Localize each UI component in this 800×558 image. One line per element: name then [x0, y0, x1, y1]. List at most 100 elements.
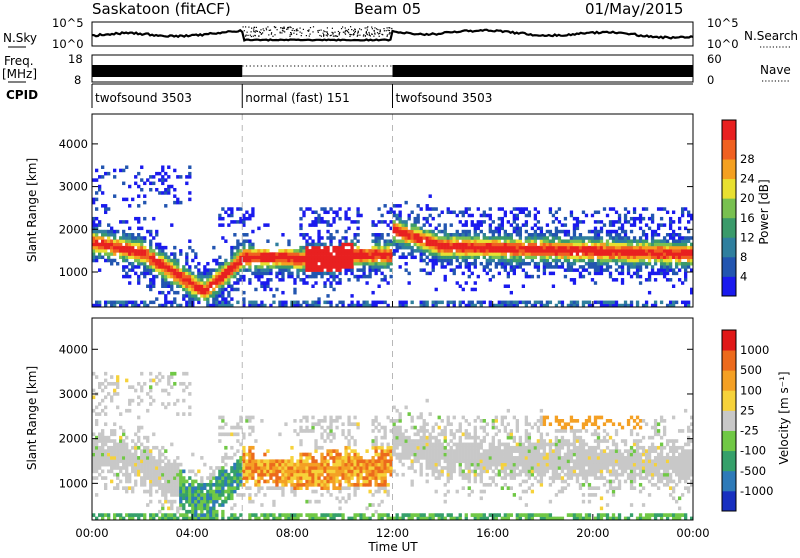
- nsearch-dot: [266, 28, 267, 29]
- heatmap-cell: [399, 436, 402, 440]
- heatmap-cell: [495, 249, 498, 253]
- heatmap-cell: [212, 496, 215, 500]
- heatmap-cell: [218, 294, 221, 298]
- heatmap-cell: [110, 227, 113, 231]
- heatmap-cell: [651, 272, 654, 276]
- heatmap-cell: [510, 233, 513, 237]
- heatmap-cell: [338, 207, 341, 211]
- heatmap-cell: [344, 473, 347, 477]
- heatmap-cell: [438, 463, 441, 467]
- heatmap-cell: [185, 175, 188, 179]
- heatmap-cell: [627, 243, 630, 247]
- heatmap-cell: [477, 239, 480, 243]
- heatmap-cell: [221, 476, 224, 480]
- heatmap-cell: [293, 291, 296, 295]
- heatmap-cell: [654, 246, 657, 250]
- heatmap-cell: [140, 449, 143, 453]
- heatmap-cell: [326, 476, 329, 480]
- heatmap-cell: [537, 220, 540, 224]
- heatmap-cell: [420, 473, 423, 477]
- heatmap-cell: [504, 256, 507, 260]
- cpid-segment-label: normal (fast) 151: [245, 91, 349, 105]
- heatmap-cell: [405, 223, 408, 227]
- heatmap-cell: [122, 432, 125, 436]
- heatmap-cell: [525, 207, 528, 211]
- heatmap-cell: [281, 483, 284, 487]
- heatmap-cell: [287, 480, 290, 484]
- heatmap-cell: [411, 483, 414, 487]
- heatmap-cell: [591, 265, 594, 269]
- heatmap-cell: [170, 301, 173, 305]
- nsearch-dot: [290, 34, 291, 35]
- heatmap-cell: [293, 249, 296, 253]
- heatmap-cell: [152, 249, 155, 253]
- heatmap-cell: [386, 463, 389, 467]
- heatmap-cell: [543, 259, 546, 263]
- heatmap-cell: [95, 453, 98, 457]
- heatmap-cell: [657, 239, 660, 243]
- heatmap-cell: [399, 246, 402, 250]
- heatmap-cell: [624, 301, 627, 305]
- heatmap-cell: [465, 476, 468, 480]
- heatmap-cell: [140, 165, 143, 169]
- heatmap-cell: [486, 246, 489, 250]
- heatmap-cell: [209, 476, 212, 480]
- heatmap-cell: [558, 249, 561, 253]
- heatmap-cell: [338, 265, 341, 269]
- heatmap-cell: [161, 272, 164, 276]
- heatmap-cell: [380, 466, 383, 470]
- heatmap-cell: [474, 446, 477, 450]
- heatmap-cell: [468, 456, 471, 460]
- heatmap-cell: [597, 211, 600, 215]
- heatmap-cell: [155, 446, 158, 450]
- heatmap-cell: [390, 220, 393, 224]
- heatmap-cell: [474, 463, 477, 467]
- heatmap-cell: [314, 480, 317, 484]
- heatmap-cell: [687, 246, 690, 250]
- heatmap-cell: [236, 239, 239, 243]
- nsearch-dot: [373, 36, 374, 37]
- heatmap-cell: [441, 456, 444, 460]
- heatmap-cell: [402, 446, 405, 450]
- heatmap-cell: [281, 513, 284, 517]
- heatmap-cell: [248, 278, 251, 282]
- heatmap-cell: [474, 443, 477, 447]
- heatmap-cell: [311, 262, 314, 266]
- heatmap-cell: [402, 252, 405, 256]
- heatmap-cell: [338, 453, 341, 457]
- heatmap-cell: [137, 275, 140, 279]
- heatmap-cell: [215, 301, 218, 305]
- heatmap-cell: [323, 272, 326, 276]
- heatmap-cell: [194, 500, 197, 504]
- heatmap-cell: [158, 243, 161, 247]
- heatmap-cell: [164, 178, 167, 182]
- heatmap-cell: [218, 288, 221, 292]
- heatmap-cell: [332, 278, 335, 282]
- heatmap-cell: [158, 372, 161, 376]
- heatmap-cell: [113, 246, 116, 250]
- heatmap-cell: [678, 236, 681, 240]
- heatmap-cell: [492, 275, 495, 279]
- heatmap-cell: [405, 220, 408, 224]
- heatmap-cell: [528, 246, 531, 250]
- heatmap-cell: [615, 243, 618, 247]
- heatmap-cell: [353, 459, 356, 463]
- heatmap-cell: [206, 288, 209, 292]
- heatmap-cell: [591, 256, 594, 260]
- heatmap-cell: [104, 207, 107, 211]
- heatmap-cell: [104, 412, 107, 416]
- heatmap-cell: [377, 284, 380, 288]
- heatmap-cell: [152, 275, 155, 279]
- heatmap-cell: [411, 211, 414, 215]
- heatmap-cell: [576, 220, 579, 224]
- heatmap-cell: [122, 233, 125, 237]
- heatmap-cell: [669, 301, 672, 305]
- heatmap-cell: [546, 230, 549, 234]
- heatmap-cell: [465, 256, 468, 260]
- heatmap-cell: [218, 483, 221, 487]
- heatmap-cell: [317, 476, 320, 480]
- heatmap-cell: [429, 439, 432, 443]
- heatmap-cell: [471, 256, 474, 260]
- heatmap-cell: [332, 476, 335, 480]
- heatmap-cell: [182, 470, 185, 474]
